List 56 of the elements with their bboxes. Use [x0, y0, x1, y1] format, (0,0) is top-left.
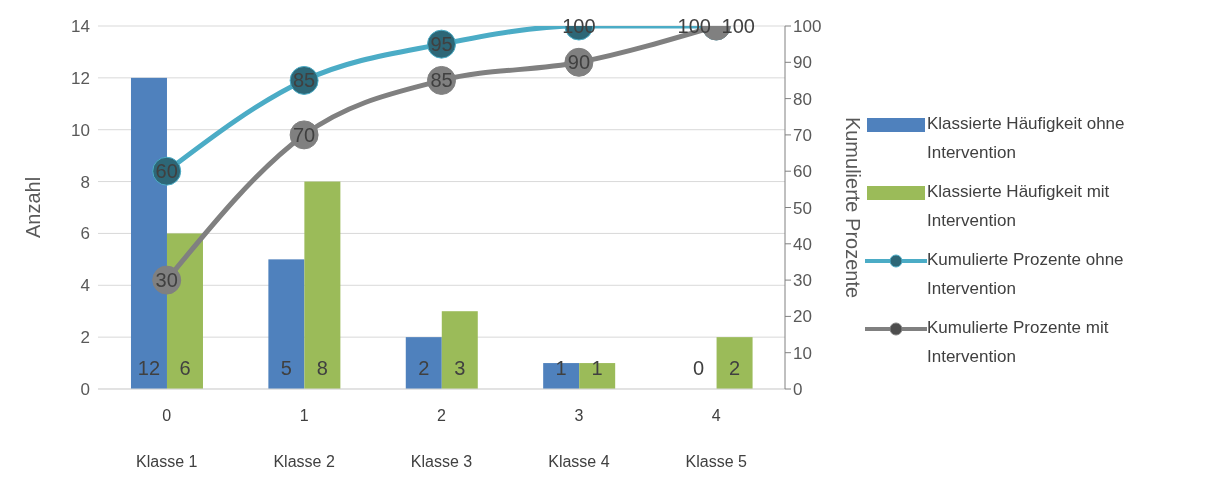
y2-tick-label: 50: [793, 198, 812, 218]
data-label: 60: [155, 160, 178, 183]
category-label: 3 Klasse 4: [548, 407, 610, 470]
bar: [268, 259, 305, 389]
data-label: 90: [567, 51, 591, 74]
legend-label: Klassierte Häufigkeit mit Intervention: [927, 180, 1111, 232]
data-label: 2: [729, 357, 741, 379]
data-label: 3: [454, 357, 466, 379]
y2-tick-label: 60: [793, 162, 812, 182]
data-label: 100: [562, 15, 596, 37]
y2-tick-label: 90: [793, 53, 812, 73]
category-label: 1 Klasse 2: [273, 407, 335, 470]
y2-tick-label: 20: [793, 307, 812, 327]
y-tick-label: 2: [80, 328, 90, 348]
y-tick-label: 4: [80, 276, 90, 296]
category-label: 2 Klasse 3: [410, 407, 473, 470]
y2-tick-label: 30: [793, 271, 812, 291]
y-tick-label: 12: [71, 68, 90, 88]
bar: [441, 311, 478, 389]
data-label: 85: [292, 69, 316, 92]
y-tick-label: 6: [80, 224, 90, 244]
data-label: 12: [137, 357, 161, 379]
y2-tick-label: 80: [793, 89, 812, 109]
bar: [304, 181, 341, 389]
data-label: 2: [418, 357, 430, 379]
y-tick-label: 14: [71, 17, 90, 37]
y2-tick-label: 70: [793, 125, 812, 145]
data-label: 1: [555, 357, 567, 379]
y-tick-label: 10: [71, 120, 90, 140]
y2-tick-label: 100: [793, 17, 822, 37]
data-label: 70: [292, 123, 316, 146]
y-tick-label: 8: [80, 172, 90, 192]
legend-label: Klassierte Häufigkeit ohne Intervention: [927, 112, 1126, 164]
y2-axis-title: Kumulierte Prozente: [841, 116, 864, 299]
data-label: 6: [179, 357, 191, 379]
bar: [716, 337, 753, 389]
data-label: 1: [591, 357, 603, 379]
y-axis-title: Anzahl: [22, 176, 45, 239]
data-label: 5: [280, 357, 292, 379]
bar: [543, 363, 580, 389]
y2-tick-label: 0: [793, 380, 803, 400]
category-label: 4 Klasse 5: [685, 407, 747, 470]
y2-tick-label: 40: [793, 234, 812, 254]
data-label: 100: [721, 15, 755, 37]
y-tick-label: 0: [80, 380, 90, 400]
bar: [405, 337, 442, 389]
bar: [579, 363, 616, 389]
category-label: 0 Klasse 1: [136, 407, 198, 470]
y2-tick-label: 10: [793, 343, 812, 363]
legend-label: Kumulierte Prozente ohne Intervention: [927, 248, 1125, 300]
data-label: 30: [155, 269, 178, 292]
data-label: 0: [693, 357, 705, 379]
data-label: 85: [430, 69, 453, 92]
legend-label: Kumulierte Prozente mit Intervention: [927, 316, 1110, 368]
data-label: 95: [430, 33, 453, 56]
data-label: 8: [316, 357, 328, 379]
